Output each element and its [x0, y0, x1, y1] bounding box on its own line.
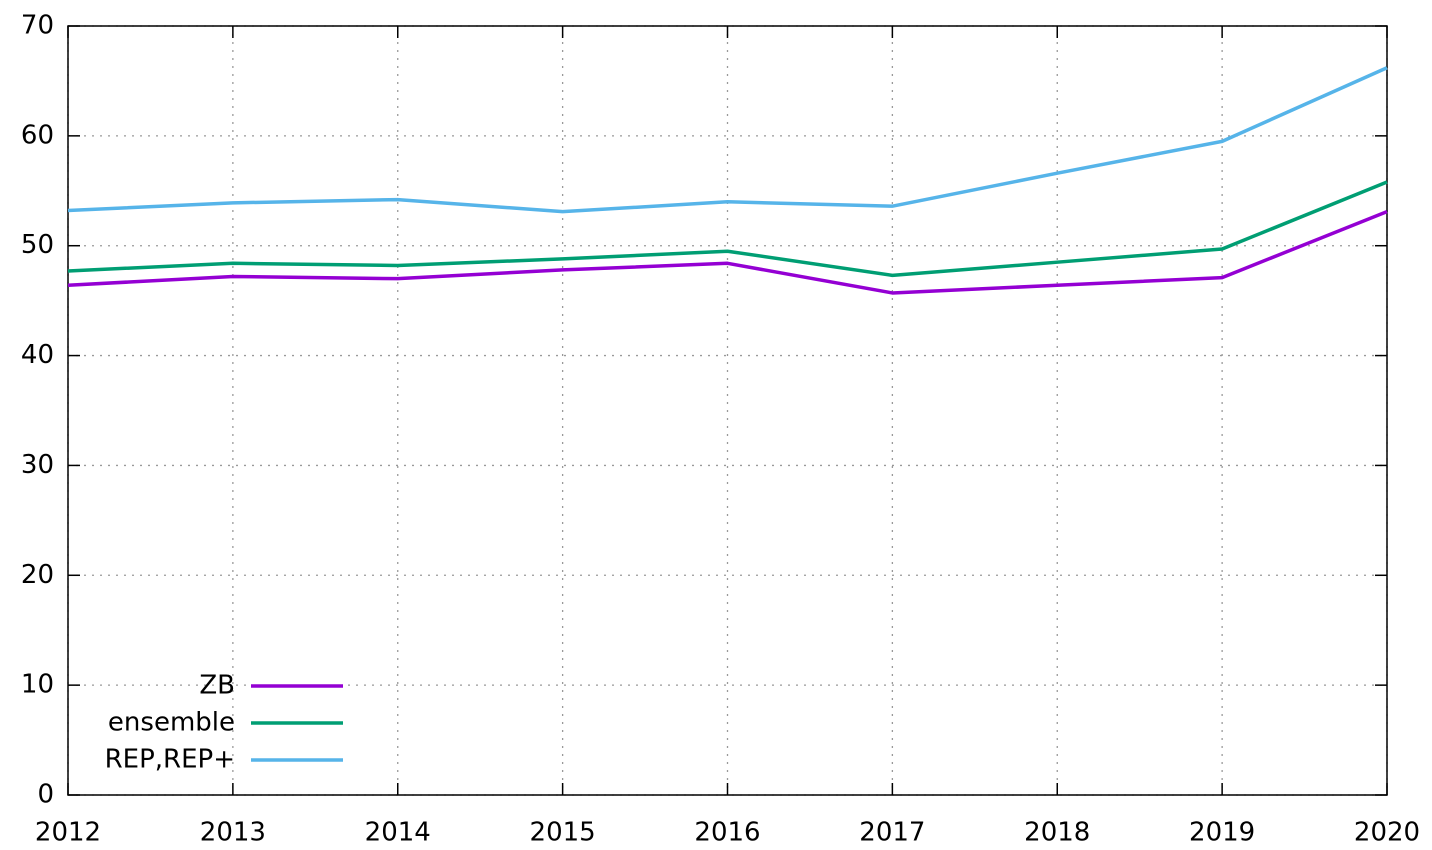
y-tick-label: 40 — [21, 340, 54, 370]
series-line — [67, 180, 1388, 278]
plot-frame — [67, 25, 1388, 796]
y-tick-label: 30 — [21, 450, 54, 480]
x-tick-label: 2016 — [694, 818, 760, 848]
x-tick-label: 2020 — [1354, 818, 1420, 848]
y-tick-label: 0 — [37, 780, 54, 810]
legend-label: ensemble — [108, 708, 235, 738]
series-line — [67, 66, 1388, 214]
y-tick-label: 50 — [21, 230, 54, 260]
y-tick-label: 60 — [21, 120, 54, 150]
legend-label: ZB — [199, 671, 235, 701]
y-tick-label: 70 — [21, 11, 54, 41]
x-tick-label: 2013 — [200, 818, 266, 848]
legend-label: REP,REP+ — [105, 745, 235, 775]
x-tick-label: 2015 — [530, 818, 596, 848]
x-tick-label: 2014 — [365, 818, 431, 848]
x-tick-label: 2019 — [1189, 818, 1255, 848]
x-tick-label: 2017 — [859, 818, 925, 848]
y-tick-label: 10 — [21, 670, 54, 700]
series-line — [67, 210, 1388, 295]
x-tick-label: 2018 — [1024, 818, 1090, 848]
x-tick-label: 2012 — [35, 818, 101, 848]
y-tick-label: 20 — [21, 560, 54, 590]
